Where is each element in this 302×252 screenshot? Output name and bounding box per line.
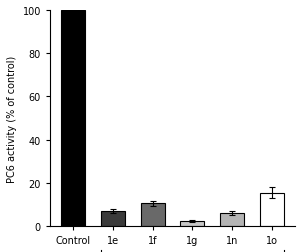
Bar [101, 211, 125, 226]
Y-axis label: PC6 activity (% of control): PC6 activity (% of control) [7, 55, 17, 182]
Bar [220, 213, 244, 226]
Bar [180, 221, 204, 226]
Bar [141, 204, 165, 226]
Bar [260, 193, 284, 226]
Bar [61, 11, 85, 226]
